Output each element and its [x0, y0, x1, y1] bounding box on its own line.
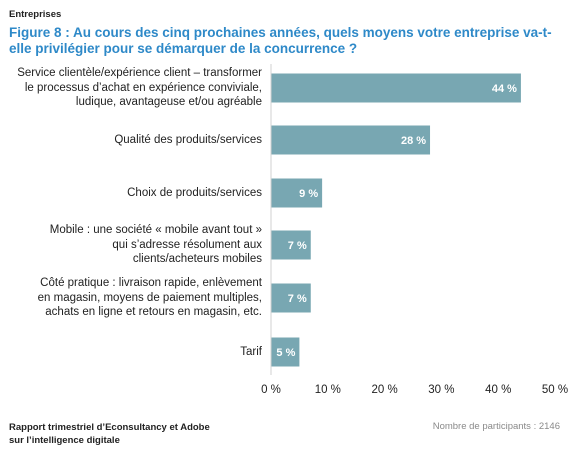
category-label-line: Choix de produits/services — [127, 186, 262, 199]
x-tick-label: 30 % — [428, 384, 454, 396]
category-label: Choix de produits/services — [0, 186, 262, 201]
bar-value-label: 7 % — [288, 240, 307, 252]
bar-value-label: 44 % — [492, 83, 517, 95]
category-label: Service clientèle/expérience client – tr… — [0, 66, 262, 110]
bar-value-label: 28 % — [401, 135, 426, 147]
category-label-line: Côté pratique : livraison rapide, enlève… — [40, 277, 262, 290]
figure-title: Figure 8 : Au cours des cinq prochaines … — [9, 25, 552, 56]
category-label: Tarif — [0, 345, 262, 360]
source-note: Rapport trimestriel d’Econsultancy et Ad… — [9, 421, 210, 447]
bar — [271, 178, 323, 208]
source-line-1: Rapport trimestriel d’Econsultancy et Ad… — [9, 422, 210, 433]
participants-count: Nombre de participants : 2146 — [432, 421, 560, 432]
bar — [271, 283, 311, 313]
bar-value-label: 9 % — [299, 188, 318, 200]
x-tick-label: 20 % — [371, 384, 397, 396]
category-label-line: ludique, avantageuse et/ou agréable — [75, 96, 262, 109]
category-label: Qualité des produits/services — [0, 133, 262, 148]
x-tick-label: 50 % — [542, 384, 568, 396]
bar — [271, 337, 300, 367]
bar — [271, 73, 521, 103]
x-tick-label: 10 % — [315, 384, 341, 396]
section-label: Entreprises — [9, 9, 62, 20]
category-label-line: Service clientèle/expérience client – tr… — [17, 67, 262, 80]
x-tick-label: 0 % — [261, 384, 281, 396]
category-label: Mobile : une société « mobile avant tout… — [0, 223, 262, 267]
category-label-line: Mobile : une société « mobile avant tout… — [49, 224, 262, 237]
category-label-line: en magasin, moyens de paiement multiples… — [37, 291, 262, 304]
category-label-line: qui s’adresse résolument aux — [112, 238, 262, 251]
category-label-line: le processus d’achat en expérience convi… — [24, 81, 262, 94]
x-tick-label: 40 % — [485, 384, 511, 396]
category-label-line: Qualité des produits/services — [114, 133, 262, 146]
bar — [271, 230, 311, 260]
bar — [271, 125, 431, 155]
category-label-line: Tarif — [240, 345, 262, 358]
bar-value-label: 5 % — [276, 347, 295, 359]
category-label: Côté pratique : livraison rapide, enlève… — [0, 276, 262, 320]
category-label-line: achats en ligne et retours en magasin, e… — [45, 306, 262, 319]
bar-value-label: 7 % — [288, 293, 307, 305]
source-line-2: sur l’intelligence digitale — [9, 435, 120, 446]
category-label-line: clients/acheteurs mobiles — [132, 253, 262, 266]
